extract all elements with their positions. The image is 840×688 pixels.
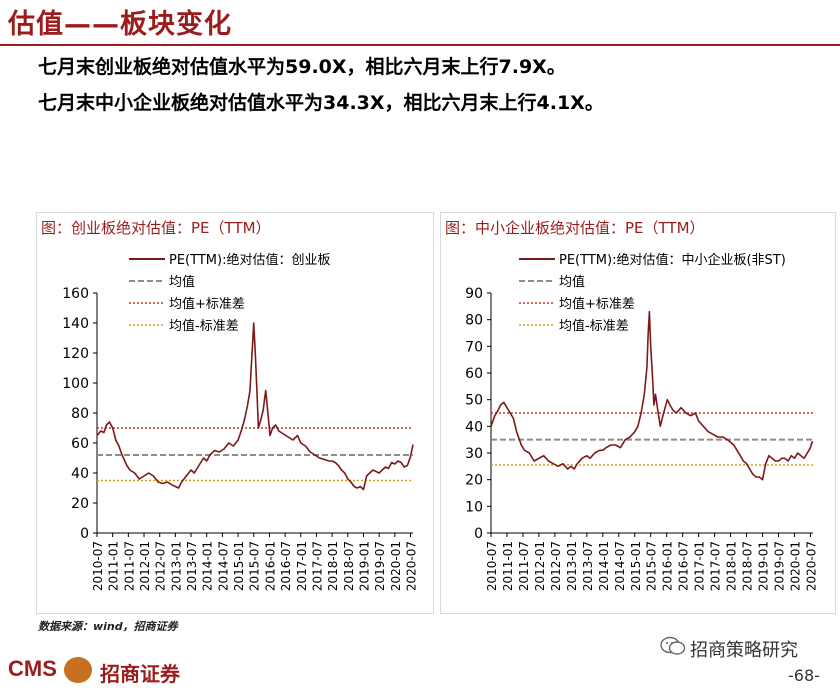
x-tick-label: 2011-01	[501, 541, 515, 591]
legend-label: 均值+标准差	[559, 296, 635, 312]
x-tick-label: 2015-01	[629, 541, 643, 591]
x-tick-label: 2013-07	[581, 541, 595, 591]
x-tick-label: 2011-07	[517, 541, 531, 591]
x-tick-label: 2020-01	[389, 541, 403, 591]
x-tick-label: 2017-01	[693, 541, 707, 591]
chart-sme: 0 10 20 30 40 50 60 70 80 90 2010-07 2011-01 2011-07…	[465, 252, 818, 591]
chart-panel-chinext: 图：创业板绝对估值：PE（TTM） 0 20 40 60 80 100 120 140 160 2…	[36, 212, 434, 614]
y-tick-label: 80	[465, 313, 483, 329]
x-tick-label: 2011-07	[122, 541, 136, 591]
title-divider	[0, 44, 840, 46]
y-tick-label: 40	[465, 419, 483, 435]
x-tick-label: 2015-07	[645, 541, 659, 591]
x-tick-label: 2020-01	[788, 541, 802, 591]
x-tick-label: 2016-01	[263, 541, 277, 591]
x-tick-label: 2019-01	[757, 541, 771, 591]
x-tick-label: 2020-07	[404, 541, 418, 591]
y-tick-label: 30	[465, 446, 483, 462]
legend-label: PE(TTM):绝对估值：创业板	[169, 252, 330, 268]
y-tick-label: 100	[62, 376, 89, 392]
legend-label: 均值+标准差	[169, 296, 245, 312]
summary-line-2: 七月末中小企业板绝对估值水平为34.3X，相比六月末上行4.1X。	[38, 92, 604, 114]
x-tick-label: 2020-07	[804, 541, 818, 591]
x-tick-label: 2014-07	[216, 541, 230, 591]
y-tick-label: 80	[71, 406, 89, 422]
chart-chinext: 0 20 40 60 80 100 120 140 160 2010-07 2011-01 2011-…	[62, 252, 418, 591]
x-tick-label: 2018-01	[326, 541, 340, 591]
pe-series-line	[490, 310, 814, 481]
x-tick-label: 2014-01	[597, 541, 611, 591]
x-tick-label: 2019-07	[373, 541, 387, 591]
chart-title-chinext: 图：创业板绝对估值：PE（TTM）	[41, 219, 271, 237]
legend-label: 均值-标准差	[169, 318, 239, 334]
y-tick-label: 40	[71, 466, 89, 482]
legend-label: 均值	[169, 274, 195, 290]
x-tick-label: 2014-07	[613, 541, 627, 591]
x-tick-label: 2012-01	[138, 541, 152, 591]
x-tick-label: 2019-01	[357, 541, 371, 591]
y-tick-label: 20	[465, 473, 483, 489]
cms-logo-text: CMS	[8, 656, 57, 681]
x-tick-label: 2012-01	[533, 541, 547, 591]
legend-label: 均值	[559, 274, 585, 290]
y-tick-label: 70	[465, 339, 483, 355]
y-tick-label: 60	[71, 436, 89, 452]
x-tick-label: 2013-01	[565, 541, 579, 591]
legend-label: PE(TTM):绝对估值：中小企业板(非ST)	[559, 252, 786, 268]
x-tick-label: 2019-07	[773, 541, 787, 591]
y-tick-label: 160	[62, 286, 89, 302]
summary-line-1: 七月末创业板绝对估值水平为59.0X，相比六月末上行7.9X。	[38, 56, 566, 78]
x-tick-label: 2010-07	[91, 541, 105, 591]
x-tick-label: 2016-07	[279, 541, 293, 591]
x-tick-label: 2013-07	[185, 541, 199, 591]
x-tick-label: 2018-01	[725, 541, 739, 591]
x-tick-label: 2014-01	[201, 541, 215, 591]
y-tick-label: 0	[474, 526, 483, 542]
y-tick-label: 90	[465, 286, 483, 302]
x-tick-label: 2017-07	[310, 541, 324, 591]
page-number: -68-	[788, 666, 820, 685]
chart-title-sme: 图：中小企业板绝对估值：PE（TTM）	[445, 219, 705, 237]
y-tick-label: 50	[465, 393, 483, 409]
x-tick-label: 2010-07	[485, 541, 499, 591]
x-tick-label: 2018-07	[741, 541, 755, 591]
pe-series-line	[96, 322, 414, 491]
data-source-note: 数据来源：wind，招商证券	[38, 620, 178, 633]
legend-label: 均值-标准差	[559, 318, 629, 334]
cms-logo-badge-icon	[64, 657, 92, 683]
x-tick-label: 2015-07	[248, 541, 262, 591]
y-tick-label: 140	[62, 316, 89, 332]
x-tick-label: 2012-07	[549, 541, 563, 591]
wechat-account-name: 招商策略研究	[690, 640, 798, 661]
y-tick-label: 0	[80, 526, 89, 542]
x-tick-label: 2011-01	[107, 541, 121, 591]
x-tick-label: 2013-01	[169, 541, 183, 591]
wechat-icon	[660, 636, 686, 655]
x-tick-label: 2016-07	[677, 541, 691, 591]
x-tick-label: 2012-07	[154, 541, 168, 591]
y-tick-label: 120	[62, 346, 89, 362]
y-tick-label: 20	[71, 496, 89, 512]
slide-title: 估值——板块变化	[8, 9, 232, 40]
y-tick-label: 60	[465, 366, 483, 382]
x-tick-label: 2018-07	[342, 541, 356, 591]
x-tick-label: 2015-01	[232, 541, 246, 591]
cms-logo-cn: 招商证券	[100, 662, 180, 686]
x-tick-label: 2017-07	[709, 541, 723, 591]
x-tick-label: 2016-01	[661, 541, 675, 591]
y-tick-label: 10	[465, 499, 483, 515]
chart-panel-sme: 图：中小企业板绝对估值：PE（TTM） 0 10 20 30 40 50 60 70 80 90 2…	[440, 212, 836, 614]
x-tick-label: 2017-01	[295, 541, 309, 591]
